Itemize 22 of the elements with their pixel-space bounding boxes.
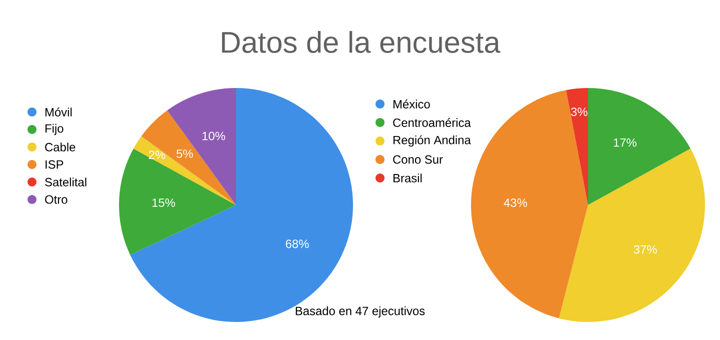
data-label: 15% [152, 198, 176, 207]
legend-label: Cable [45, 142, 76, 152]
text: Basado en 47 ejecutivos [296, 306, 425, 318]
data-label: 5% [176, 150, 193, 158]
data-label: 68% [286, 240, 309, 248]
legend-label: Cono Sur [393, 155, 443, 164]
data-label: 3% [571, 108, 588, 116]
data-label: 2% [148, 150, 166, 160]
legend-label: Satelital [45, 178, 86, 186]
data-label: 17% [614, 138, 636, 147]
legend-label: Región Andina [394, 135, 471, 147]
legend-label: ISP [46, 160, 64, 169]
data-label: 43% [504, 198, 528, 207]
legend-label: Fijo [46, 124, 64, 136]
chart-title: Datos de la encuesta [222, 31, 500, 53]
data-label: 10% [202, 132, 226, 140]
legend-label: Brasil [394, 174, 422, 182]
legend-label: Centroamérica [393, 118, 471, 127]
data-label: 37% [634, 245, 657, 254]
legend-label: México [394, 100, 430, 108]
legend-label: Móvil [46, 108, 72, 116]
legend-label: Otro [45, 195, 68, 204]
